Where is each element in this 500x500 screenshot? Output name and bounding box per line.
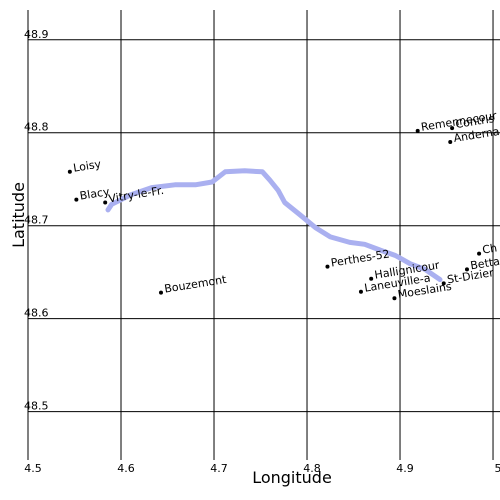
y-tick-label: 48.6 <box>24 307 49 320</box>
town-label: Vitry-le-Fr. <box>108 184 165 206</box>
y-tick-label: 48.7 <box>24 214 49 227</box>
y-tick-label: 48.9 <box>24 28 49 41</box>
town-label: Contris <box>455 112 496 131</box>
river-line <box>105 168 443 283</box>
x-tick-label: 4.8 <box>303 462 321 475</box>
town-point <box>448 140 453 145</box>
x-tick-label: 4.6 <box>117 462 135 475</box>
town-point <box>358 289 363 294</box>
town-point <box>74 197 79 202</box>
x-tick-label: 4.9 <box>396 462 414 475</box>
x-tick-label: 5 <box>495 462 500 475</box>
town-point <box>392 296 397 301</box>
town-label: Loisy <box>72 157 102 174</box>
town-point <box>415 128 420 133</box>
town-label: Blacy <box>79 185 111 203</box>
x-axis-label: Longitude <box>252 468 332 487</box>
y-axis-label: Latitude <box>9 182 28 248</box>
plot-area: 4.5 4.6 4.7 4.8 4.9 5 48.5 48.6 48.7 48.8 48.9 Lois… <box>24 10 500 475</box>
town-label: Betta <box>469 255 500 272</box>
x-tick-label: 4.7 <box>210 462 228 475</box>
town-point <box>325 264 330 269</box>
town-label: Perthes-52 <box>330 247 391 269</box>
town-point <box>369 276 374 281</box>
y-tick-label: 48.8 <box>24 121 49 134</box>
town-point <box>441 281 446 286</box>
town-point <box>103 200 108 205</box>
town-label: Ch <box>482 241 499 256</box>
y-tick-label: 48.5 <box>24 400 49 413</box>
town-point <box>477 251 482 256</box>
x-tick-label: 4.5 <box>24 462 42 475</box>
town-point <box>464 267 469 272</box>
town-point <box>158 290 163 295</box>
town-point <box>67 169 72 174</box>
town-label: Bouzemont <box>163 273 227 296</box>
town-point <box>450 126 455 131</box>
